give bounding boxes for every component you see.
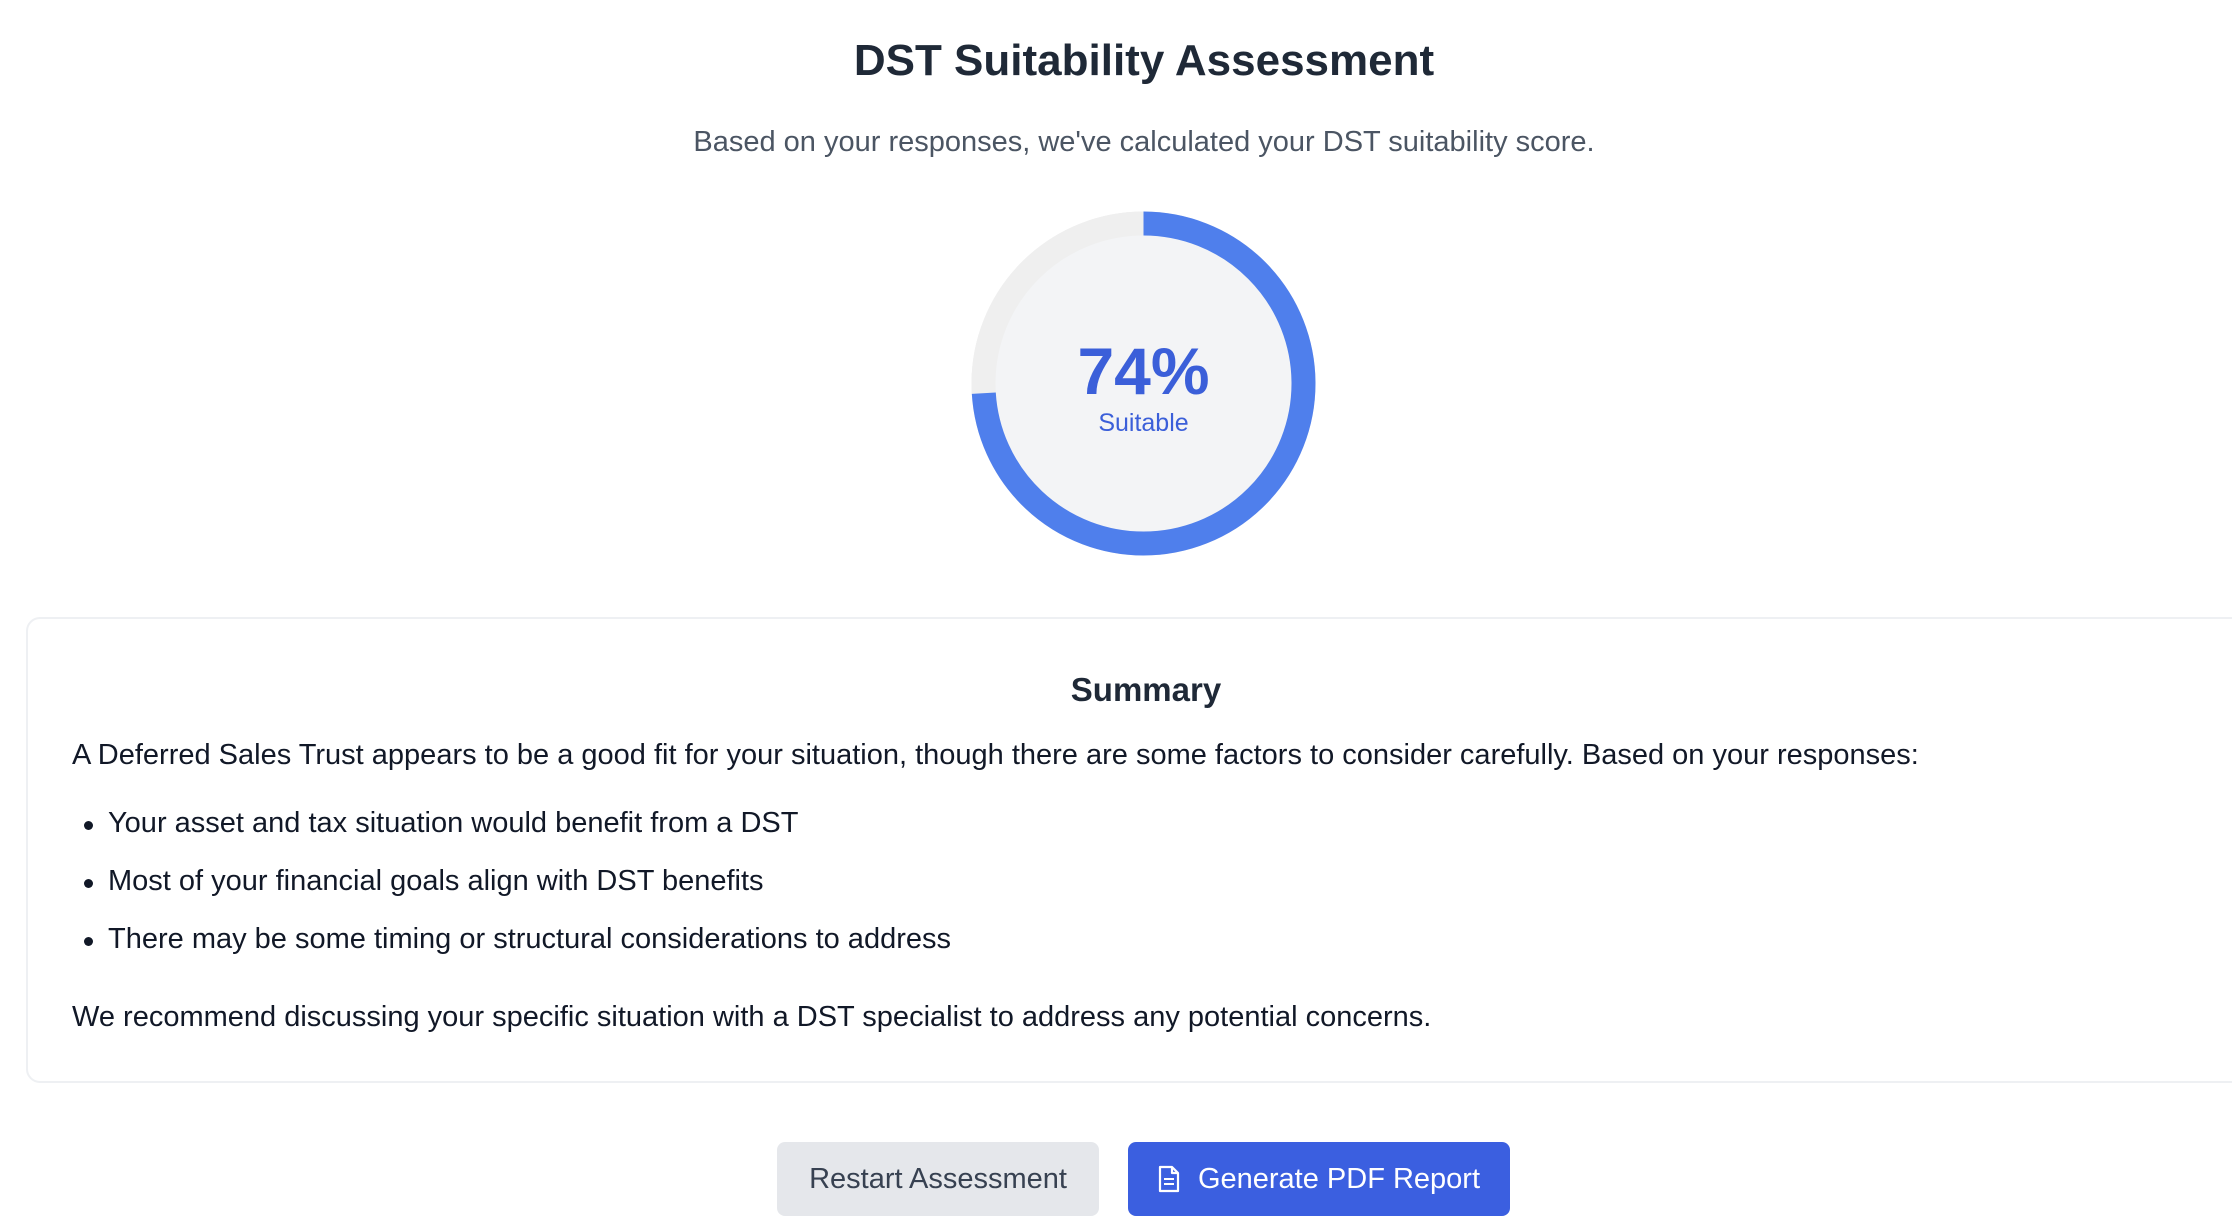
summary-title: Summary: [1070, 671, 1222, 708]
generate-pdf-report-label: Generate PDF Report: [1197, 1162, 1481, 1195]
list-item-text: There may be some timing or structural c…: [108, 923, 951, 955]
score-center: 74% Suitable: [971, 211, 1316, 556]
score-value: 74%: [1077, 334, 1210, 408]
list-item: There may be some timing or structural c…: [72, 923, 951, 981]
page-title: DST Suitability Assessment: [853, 36, 1435, 85]
list-item-text: Your asset and tax situation would benef…: [108, 807, 799, 839]
summary-intro: A Deferred Sales Trust appears to be a g…: [72, 739, 1919, 771]
score-label: Suitable: [1098, 409, 1189, 437]
score-gauge: 74% Suitable: [971, 211, 1316, 556]
score-ring: [971, 211, 1316, 556]
bullet-icon: [84, 937, 93, 946]
summary-card: Summary A Deferred Sales Trust appears t…: [26, 617, 2232, 1083]
restart-assessment-button[interactable]: Restart Assessment: [777, 1142, 1099, 1216]
summary-bullet-list: Your asset and tax situation would benef…: [72, 807, 951, 981]
document-icon: [1158, 1165, 1180, 1193]
generate-pdf-report-button[interactable]: Generate PDF Report: [1128, 1142, 1510, 1216]
restart-assessment-label: Restart Assessment: [809, 1162, 1067, 1195]
list-item: Your asset and tax situation would benef…: [72, 807, 951, 865]
bullet-icon: [84, 821, 93, 830]
list-item-text: Most of your financial goals align with …: [108, 865, 764, 897]
list-item: Most of your financial goals align with …: [72, 865, 951, 923]
page-subtitle: Based on your responses, we've calculate…: [693, 126, 1595, 158]
bullet-icon: [84, 879, 93, 888]
summary-closing: We recommend discussing your specific si…: [72, 1001, 1432, 1033]
score-ring-progress: [971, 211, 1316, 556]
